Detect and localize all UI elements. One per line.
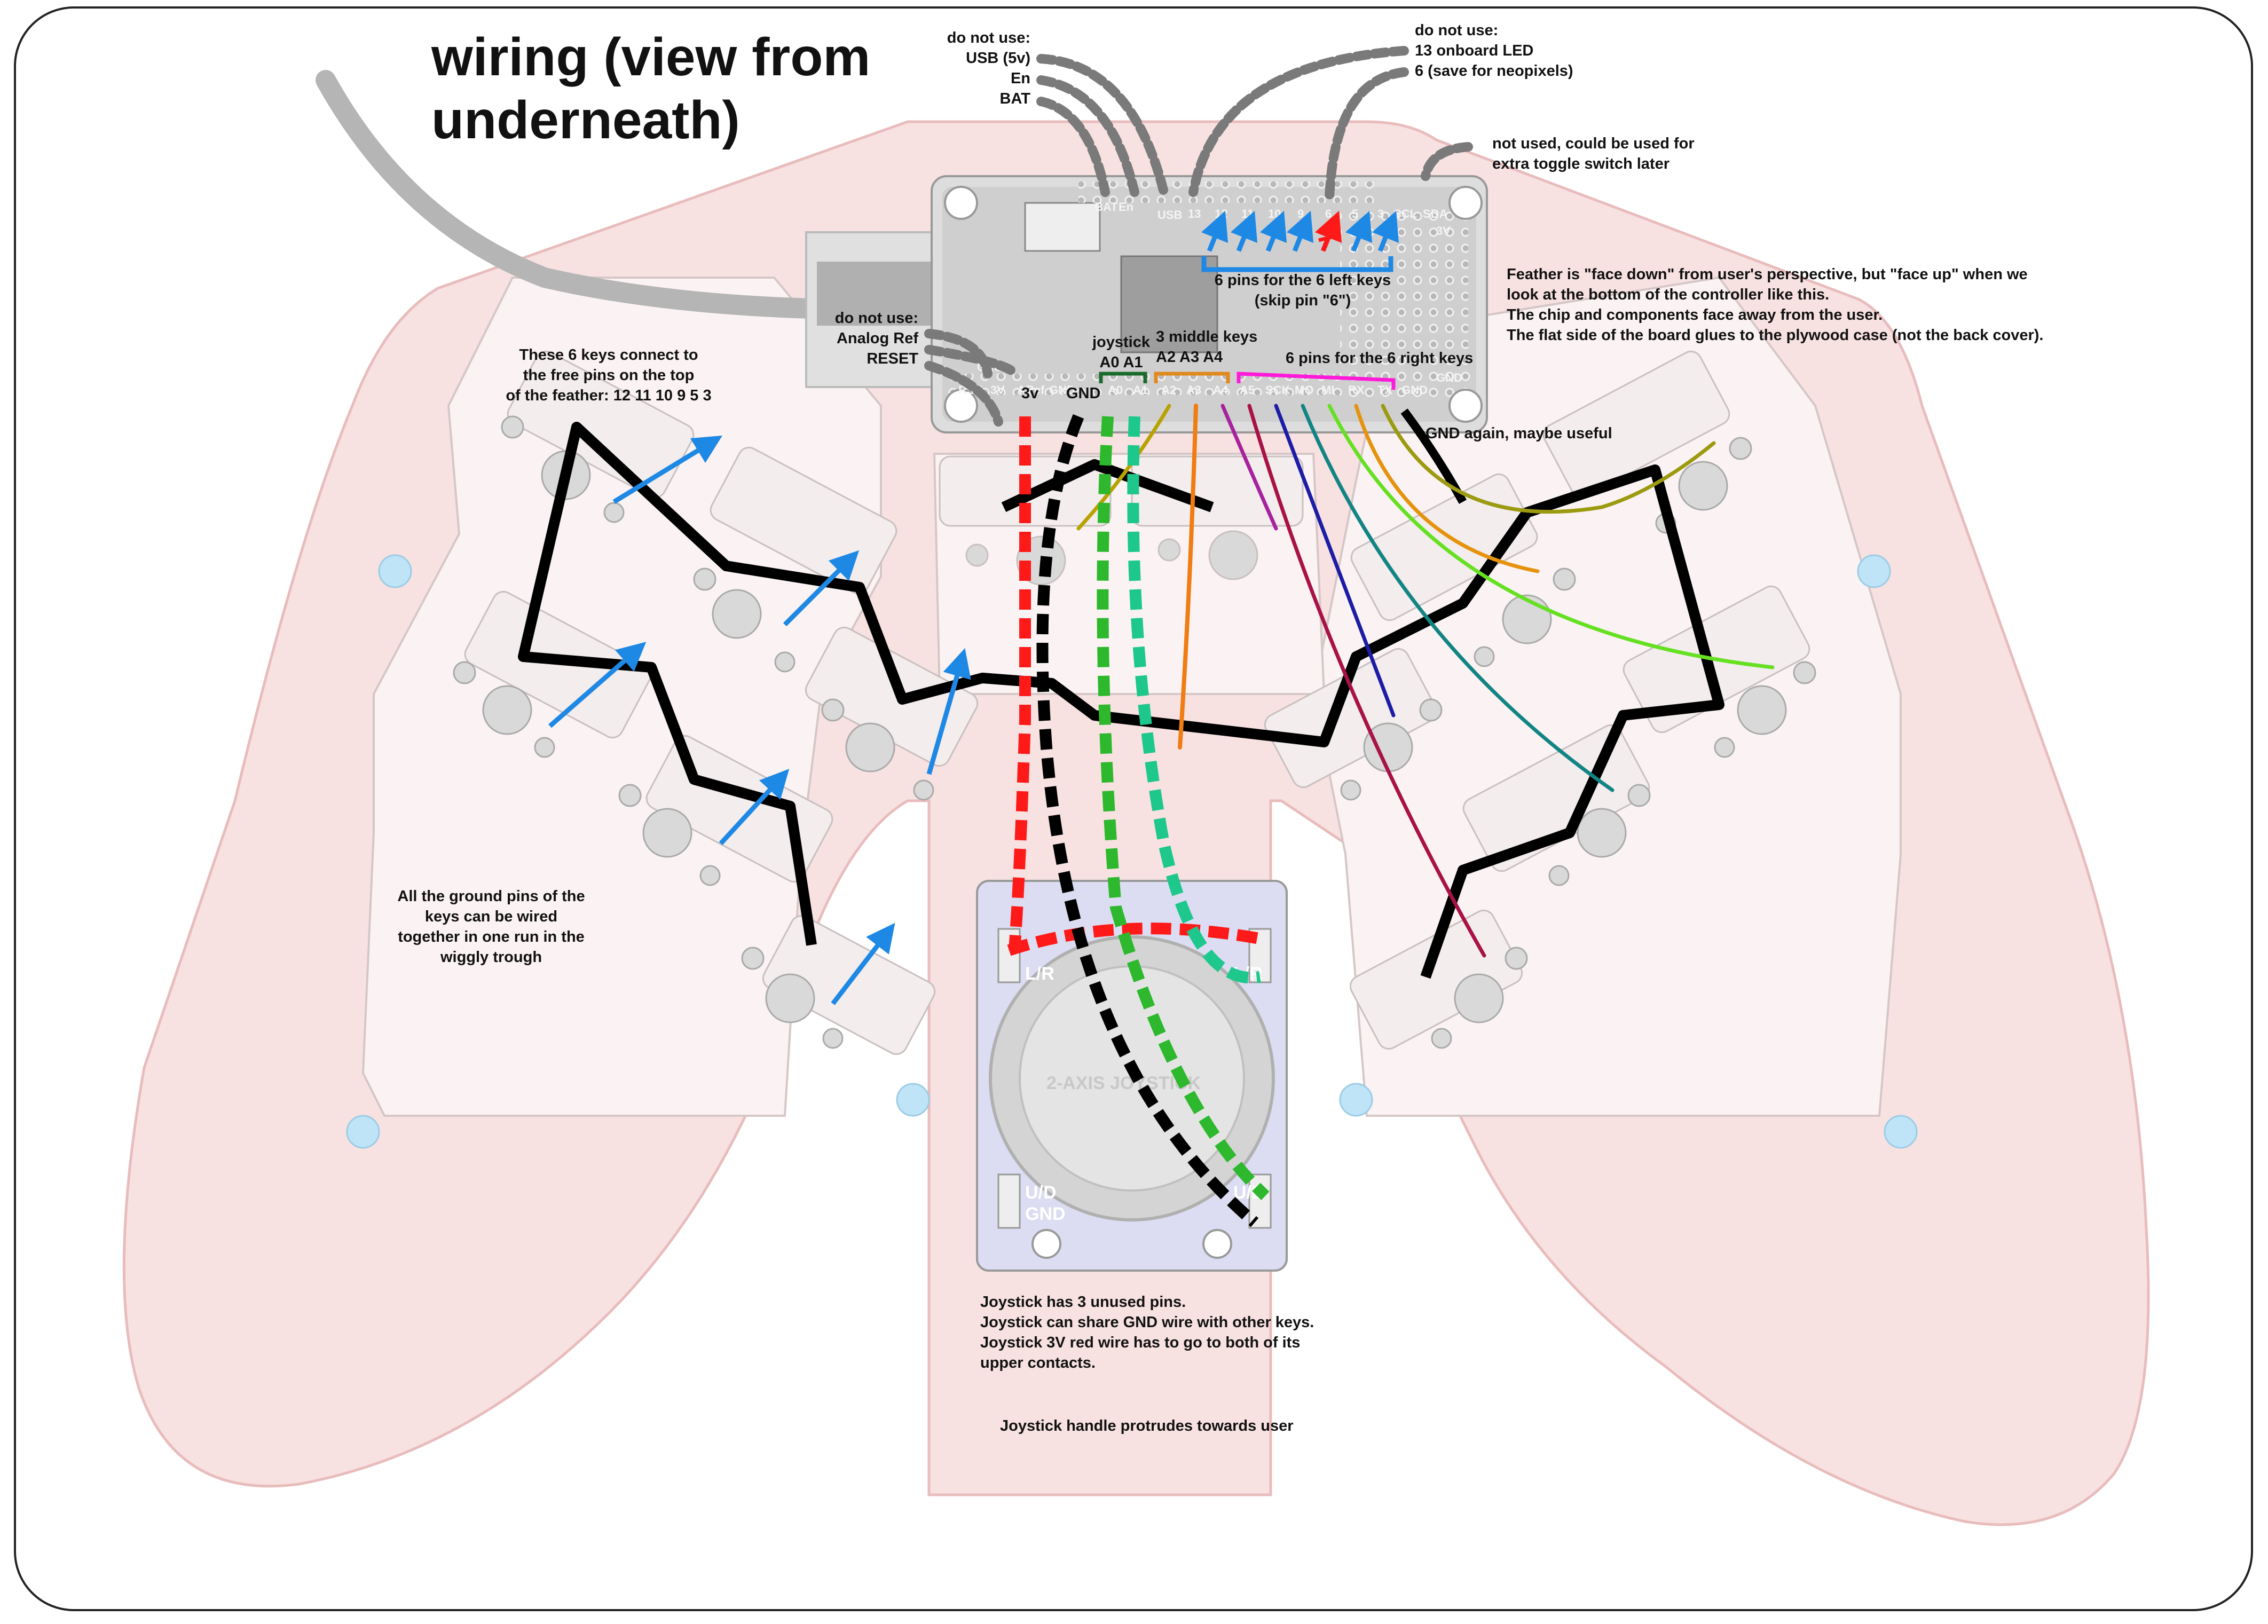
label-3v: 3v (1021, 385, 1039, 402)
svg-text:5: 5 (1352, 207, 1358, 220)
right-key-plate (1312, 276, 1902, 1117)
battery-connector (1024, 202, 1101, 252)
svg-text:GND: GND (1049, 383, 1075, 397)
svg-text:A3: A3 (1186, 383, 1201, 397)
left-key-holes (453, 415, 934, 1049)
page-title: wiring (view from underneath) (431, 27, 871, 150)
svg-text:A1: A1 (1133, 383, 1148, 397)
note-middle-keys: 3 middle keys A2 A3 A4 (1156, 328, 1258, 366)
ground-wire-run (518, 422, 1724, 979)
svg-text:6: 6 (1325, 207, 1332, 220)
usb-cable (316, 70, 891, 320)
left-pin-arrows (1201, 210, 1399, 252)
note-gnd-again: GND again, maybe useful (1426, 425, 1612, 442)
wire-a0 (1097, 416, 1270, 1201)
joystick-lr-label: L/R (1025, 964, 1054, 984)
svg-text:SCK: SCK (1265, 383, 1290, 397)
svg-text:A0: A0 (1108, 383, 1123, 397)
svg-text:3V: 3V (990, 383, 1005, 397)
usb-connector (817, 262, 934, 326)
label-gnd: GND (1066, 385, 1101, 402)
wire-3v (1009, 416, 1031, 951)
do-not-use-lines (924, 46, 1473, 427)
note-feather-orientation: Feather is "face down" from user's persp… (1507, 266, 2044, 344)
svg-text:A2: A2 (1161, 383, 1176, 397)
svg-text:USB: USB (1157, 208, 1182, 222)
svg-text:10: 10 (1268, 207, 1281, 220)
note-left-pins: 6 pins for the 6 left keys (skip pin "6") (1214, 272, 1391, 309)
svg-text:SCL: SCL (1393, 207, 1417, 220)
svg-text:3V: 3V (1436, 224, 1451, 238)
signal-wires (1076, 404, 1775, 958)
svg-text:SDA: SDA (1423, 207, 1448, 220)
left-pins-bracket (1201, 256, 1393, 272)
right-pins-bracket (1237, 372, 1396, 390)
joystick-pins-bracket (1099, 372, 1147, 383)
svg-text:MI: MI (1321, 383, 1334, 397)
wire-gnd (1036, 414, 1259, 1227)
wire-3v-joystick-contacts (1007, 923, 1267, 956)
note-top-left-pins: do not use: USB (5v) En BAT (947, 29, 1030, 107)
note-left-keys: These 6 keys connect to the free pins on … (506, 346, 712, 404)
svg-text:ARef: ARef (1017, 383, 1045, 397)
left-key-arrows (548, 435, 971, 1005)
svg-text:TX: TX (1377, 383, 1392, 397)
chip (1120, 255, 1218, 353)
note-joystick-pins: joystick A0 A1 (1092, 334, 1150, 371)
svg-text:11: 11 (1241, 207, 1254, 220)
svg-text:12: 12 (1215, 207, 1227, 220)
note-analog-ref: do not use: Analog Ref RESET (834, 310, 918, 367)
svg-text:3: 3 (1377, 207, 1384, 220)
svg-text:GND: GND (1436, 371, 1462, 384)
note-top-right-pins: do not use: 13 onboard LED 6 (save for neo… (1415, 22, 1573, 80)
joystick-gnd-label: GND (1025, 1204, 1066, 1224)
svg-text:13: 13 (1188, 207, 1201, 220)
note-joystick: Joystick has 3 unused pins. Joystick can … (980, 1294, 1314, 1371)
svg-text:GND: GND (1401, 383, 1428, 397)
mounting-holes (346, 554, 1918, 1149)
wire-a1 (1127, 416, 1261, 984)
svg-text:A5: A5 (1240, 383, 1255, 397)
svg-text:En: En (1119, 200, 1133, 214)
svg-text:RX: RX (1348, 383, 1365, 397)
note-ground-run: All the ground pins of the keys can be wi… (397, 888, 585, 966)
note-joystick-handle: Joystick handle protrudes towards user (1000, 1417, 1294, 1434)
middle-pins-bracket (1154, 372, 1230, 383)
note-right-keys: 6 pins for the 6 right keys (1286, 350, 1474, 367)
note-extra-pin: not used, could be used for extra toggle … (1492, 135, 1695, 172)
svg-text:A4: A4 (1213, 383, 1228, 397)
svg-text:9: 9 (1297, 207, 1304, 220)
joystick-ud-label: U/D (1025, 1182, 1057, 1203)
svg-text:BAT: BAT (1094, 200, 1118, 214)
middle-ground-wire (1001, 459, 1214, 513)
right-key-holes (1340, 437, 1816, 1049)
bottom-header (948, 374, 1476, 395)
svg-text:MO: MO (1295, 383, 1313, 397)
skip-pin-cross (1318, 233, 1341, 242)
